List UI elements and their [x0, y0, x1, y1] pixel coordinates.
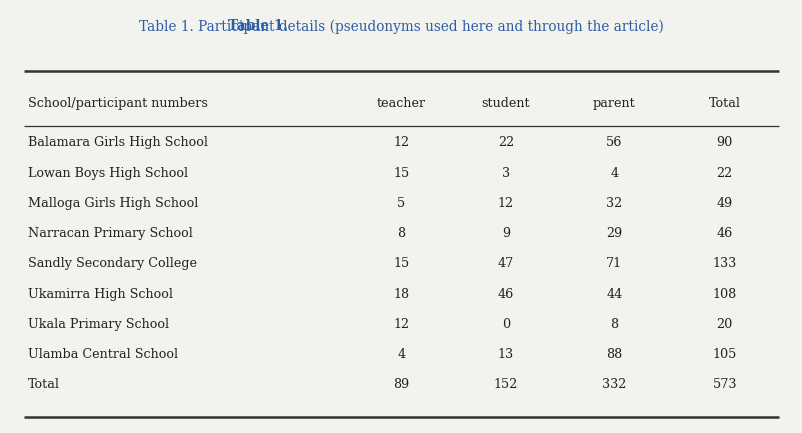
- Text: Narracan Primary School: Narracan Primary School: [28, 227, 192, 240]
- Text: student: student: [481, 97, 529, 110]
- Text: Ukala Primary School: Ukala Primary School: [28, 318, 169, 331]
- Text: 46: 46: [497, 288, 513, 301]
- Text: 12: 12: [393, 136, 409, 149]
- Text: 15: 15: [393, 257, 409, 271]
- Text: 15: 15: [393, 167, 409, 180]
- Text: 108: 108: [711, 288, 736, 301]
- Text: 332: 332: [602, 378, 626, 391]
- Text: 18: 18: [393, 288, 409, 301]
- Text: 88: 88: [606, 348, 622, 361]
- Text: Malloga Girls High School: Malloga Girls High School: [28, 197, 198, 210]
- Text: 49: 49: [715, 197, 732, 210]
- Text: 0: 0: [501, 318, 509, 331]
- Text: 22: 22: [715, 167, 732, 180]
- Text: Ulamba Central School: Ulamba Central School: [28, 348, 178, 361]
- Text: Sandly Secondary College: Sandly Secondary College: [28, 257, 196, 271]
- Text: 133: 133: [711, 257, 736, 271]
- Text: 20: 20: [715, 318, 732, 331]
- Text: 9: 9: [501, 227, 509, 240]
- Text: 22: 22: [497, 136, 513, 149]
- Text: Ukamirra High School: Ukamirra High School: [28, 288, 173, 301]
- Text: 29: 29: [606, 227, 622, 240]
- Text: Table 1.: Table 1.: [228, 19, 288, 33]
- Text: 12: 12: [393, 318, 409, 331]
- Text: 89: 89: [393, 378, 409, 391]
- Text: 44: 44: [606, 288, 622, 301]
- Text: 12: 12: [497, 197, 513, 210]
- Text: 56: 56: [606, 136, 622, 149]
- Text: teacher: teacher: [376, 97, 426, 110]
- Text: 13: 13: [497, 348, 513, 361]
- Text: 5: 5: [397, 197, 405, 210]
- Text: 4: 4: [610, 167, 618, 180]
- Text: 47: 47: [497, 257, 513, 271]
- Text: 4: 4: [397, 348, 405, 361]
- Text: 8: 8: [610, 318, 618, 331]
- Text: 8: 8: [397, 227, 405, 240]
- Text: Total: Total: [708, 97, 739, 110]
- Text: Table 1. Participant details (pseudonyms used here and through the article): Table 1. Participant details (pseudonyms…: [139, 19, 663, 34]
- Text: 32: 32: [606, 197, 622, 210]
- Text: 573: 573: [711, 378, 736, 391]
- Text: 105: 105: [711, 348, 736, 361]
- Text: School/participant numbers: School/participant numbers: [28, 97, 208, 110]
- Text: 46: 46: [715, 227, 732, 240]
- Text: Balamara Girls High School: Balamara Girls High School: [28, 136, 208, 149]
- Text: 71: 71: [606, 257, 622, 271]
- Text: 152: 152: [493, 378, 517, 391]
- Text: 3: 3: [501, 167, 509, 180]
- Text: 90: 90: [715, 136, 732, 149]
- Text: parent: parent: [592, 97, 635, 110]
- Text: Lowan Boys High School: Lowan Boys High School: [28, 167, 188, 180]
- Text: Total: Total: [28, 378, 60, 391]
